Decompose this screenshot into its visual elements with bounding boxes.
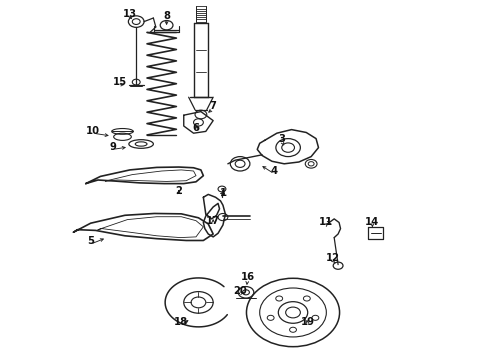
Text: 16: 16: [241, 272, 254, 282]
Text: 1: 1: [220, 188, 226, 198]
Text: 13: 13: [123, 9, 137, 19]
Text: 4: 4: [271, 166, 278, 176]
Text: 11: 11: [318, 217, 333, 228]
Text: 14: 14: [365, 217, 380, 228]
Text: 20: 20: [233, 286, 247, 296]
Text: 19: 19: [301, 317, 315, 327]
Text: 10: 10: [86, 126, 100, 136]
Text: 18: 18: [174, 317, 188, 327]
Text: 2: 2: [175, 186, 182, 196]
Text: 12: 12: [326, 253, 340, 264]
Text: 15: 15: [113, 77, 127, 87]
Text: 3: 3: [278, 134, 285, 144]
Text: 5: 5: [87, 236, 94, 246]
Text: 8: 8: [163, 11, 170, 21]
Text: 6: 6: [193, 123, 199, 133]
Text: 9: 9: [109, 142, 116, 152]
Text: 7: 7: [210, 101, 217, 111]
Text: 17: 17: [206, 216, 220, 226]
